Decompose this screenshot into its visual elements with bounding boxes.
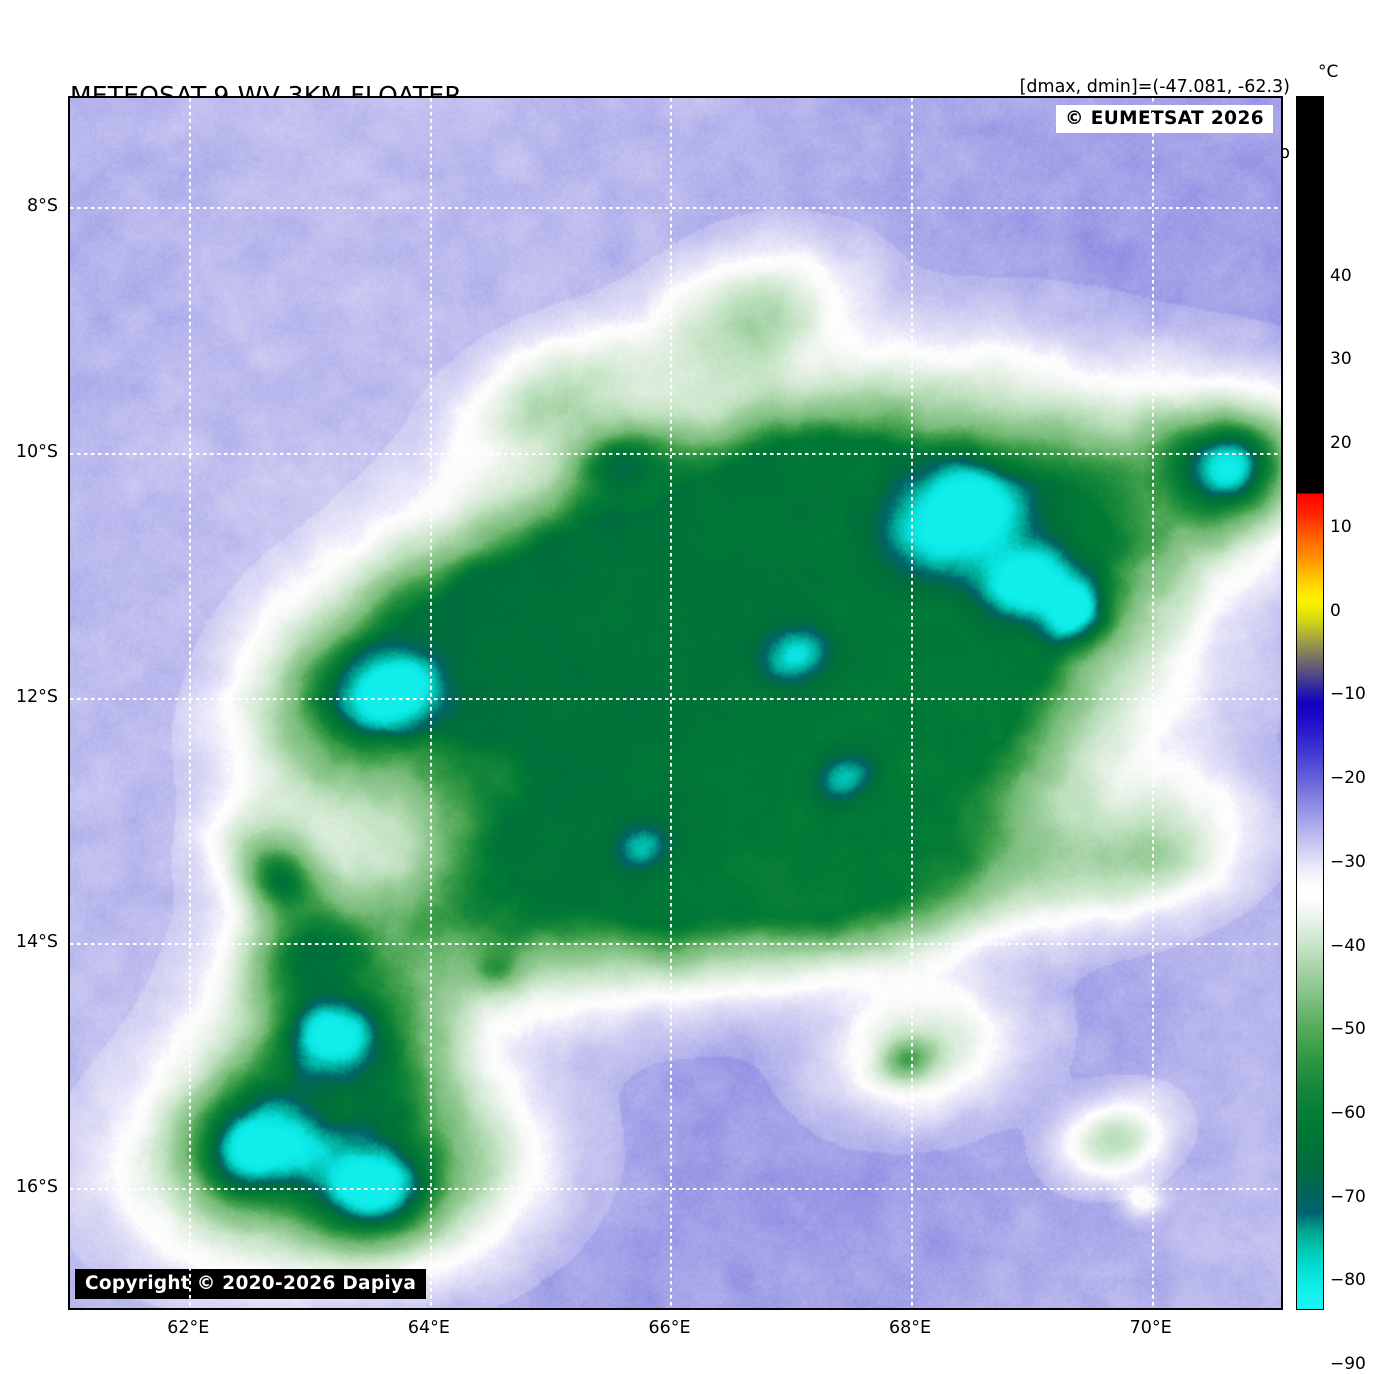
colorbar-tick-label: −20 [1330, 768, 1366, 789]
colorbar-tick-label: 10 [1330, 516, 1352, 537]
colorbar-tick-label: 30 [1330, 349, 1352, 370]
colorbar-tick-label: −80 [1330, 1270, 1366, 1291]
lat-tick-label: 10°S [15, 441, 58, 462]
lat-tick-label: 12°S [15, 686, 58, 707]
colorbar-tick-label: 40 [1330, 265, 1352, 286]
lon-tick-label: 70°E [1129, 1318, 1172, 1338]
satellite-imagery-canvas [70, 98, 1281, 1308]
colorbar-tick-label: −90 [1330, 1354, 1366, 1374]
product-title: METEOSAT-9 WV-3KM FLOATER [70, 80, 462, 111]
copyright-badge: Copyright © 2020-2026 Dapiya [75, 1269, 427, 1299]
colorbar-unit-label: °C [1318, 62, 1339, 82]
eumetsat-credit-badge: © EUMETSAT 2026 [1055, 105, 1273, 133]
colorbar-tick-label: −50 [1330, 1019, 1366, 1040]
colorbar-gradient [1296, 96, 1324, 1310]
colorbar-tick-label: −60 [1330, 1102, 1366, 1123]
lat-tick-label: 14°S [15, 932, 58, 953]
colorbar-tick-label: 20 [1330, 433, 1352, 454]
colorbar-tick-label: −70 [1330, 1186, 1366, 1207]
data-range-text: [dmax, dmin]=(-47.081, -62.3) [1019, 77, 1290, 97]
lon-tick-label: 66°E [648, 1318, 691, 1338]
colorbar-tick-label: −30 [1330, 851, 1366, 872]
lat-tick-label: 8°S [27, 196, 58, 217]
colorbar: 40 30 20 10 0 −10 −20 −30 −40 −50 −60 −70 −80 −90 [1296, 96, 1366, 1374]
lon-tick-label: 62°E [167, 1318, 210, 1338]
lat-tick-label: 16°S [15, 1177, 58, 1198]
colorbar-tick-label: −40 [1330, 935, 1366, 956]
colorbar-tick-label: −10 [1330, 684, 1366, 705]
colorbar-tick-label: 0 [1330, 600, 1341, 621]
lon-tick-label: 68°E [889, 1318, 932, 1338]
lon-tick-label: 64°E [407, 1318, 450, 1338]
satellite-map[interactable]: © EUMETSAT 2026 Copyright © 2020-2026 Da… [68, 96, 1283, 1310]
